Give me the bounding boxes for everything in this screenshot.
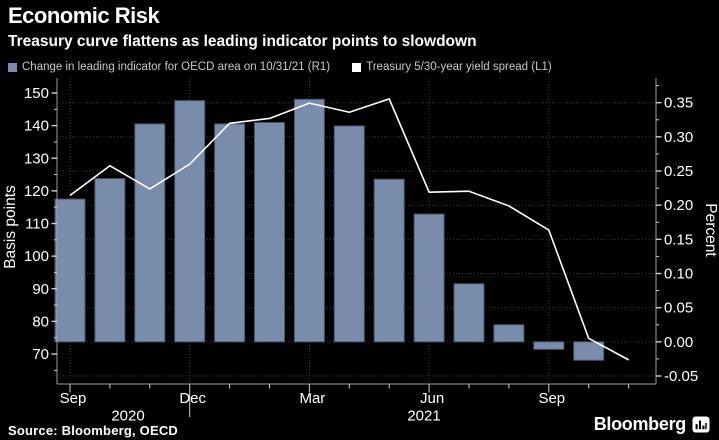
source-note: Source: Bloomberg, OECD [8, 423, 179, 438]
left-axis-tick-label: 80 [32, 313, 49, 330]
left-axis-tick-label: 110 [25, 216, 49, 233]
bar-jul-2021 [453, 283, 485, 343]
bar-mar-2021 [293, 98, 325, 343]
line-series-swatch-icon [352, 62, 362, 72]
bar-feb-2021 [254, 122, 285, 343]
yield-spread-line [69, 98, 629, 361]
legend-label-leading-indicator: Change in leading indicator for OECD are… [22, 61, 331, 73]
x-axis-month-label: Jun [420, 390, 444, 407]
bar-series-swatch-icon [8, 62, 17, 72]
x-axis-month-label: Sep [538, 390, 565, 407]
x-axis-year-label: 2021 [407, 408, 440, 425]
legend: Change in leading indicator for OECD are… [8, 61, 552, 73]
right-axis-tick-label: 0.30 [664, 129, 693, 146]
bloomberg-logo: Bloomberg [594, 414, 710, 435]
bar-may-2021 [373, 178, 405, 343]
bar-oct-2020 [94, 178, 126, 343]
bar-aug-2021 [493, 324, 525, 343]
chart-subtitle: Treasury curve flattens as leading indic… [8, 33, 477, 50]
right-axis-tick-label: 0.15 [664, 231, 693, 248]
left-axis-tick-label: 140 [24, 118, 49, 135]
x-axis-month-label: Sep [60, 390, 87, 407]
bar-apr-2021 [333, 125, 365, 343]
right-axis-tick-label: 0.20 [664, 197, 693, 214]
right-axis-tick-label: 0.25 [664, 163, 693, 180]
right-axis-title: Percent [702, 203, 719, 257]
bar-jun-2021 [413, 213, 445, 343]
left-axis-tick-label: 100 [24, 248, 49, 265]
left-axis-tick-label: 120 [24, 183, 49, 200]
bar-sep-2020 [54, 198, 86, 343]
bar-oct-2021 [573, 341, 605, 361]
bar-sep-2021 [533, 341, 565, 350]
x-axis-month-label: Mar [299, 390, 325, 407]
left-axis-tick-label: 150 [24, 85, 49, 102]
right-axis-tick-label: 0.35 [664, 95, 693, 112]
bloomberg-wordmark: Bloomberg [593, 414, 687, 434]
left-axis-tick-label: 90 [32, 281, 49, 298]
bar-dec-2020 [174, 100, 206, 343]
left-axis-tick-label: 70 [32, 346, 49, 363]
left-axis-tick-label: 130 [24, 150, 49, 167]
legend-label-yield-spread: Treasury 5/30-year yield spread (L1) [366, 61, 552, 73]
right-axis-tick-label: 0.10 [664, 266, 693, 283]
x-axis-month-label: Dec [179, 390, 206, 407]
right-axis-tick-label: 0.00 [664, 334, 693, 351]
right-axis-tick-label: -0.05 [664, 368, 698, 385]
legend-item-yield-spread: Treasury 5/30-year yield spread (L1) [352, 61, 552, 73]
bar-jan-2021 [214, 123, 246, 343]
x-axis-year-label: 2020 [111, 408, 144, 425]
left-axis-title: Basis points [2, 185, 19, 269]
bloomberg-terminal-icon [692, 416, 710, 433]
page-title: Economic Risk [8, 3, 160, 28]
bar-nov-2020 [134, 123, 166, 343]
right-axis-tick-label: 0.05 [664, 300, 693, 317]
legend-item-leading-indicator: Change in leading indicator for OECD are… [8, 61, 330, 73]
